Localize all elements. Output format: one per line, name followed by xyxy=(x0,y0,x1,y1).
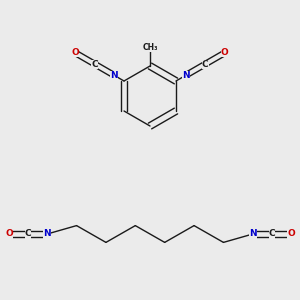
Text: CH₃: CH₃ xyxy=(142,43,158,52)
Text: O: O xyxy=(287,230,295,238)
Text: N: N xyxy=(44,230,51,238)
Text: N: N xyxy=(110,71,118,80)
Text: O: O xyxy=(71,48,79,57)
Text: C: C xyxy=(92,60,98,69)
Text: N: N xyxy=(182,71,190,80)
Text: C: C xyxy=(202,60,208,69)
Text: O: O xyxy=(221,48,229,57)
Text: N: N xyxy=(249,230,256,238)
Text: C: C xyxy=(25,230,32,238)
Text: C: C xyxy=(268,230,275,238)
Text: O: O xyxy=(5,230,13,238)
